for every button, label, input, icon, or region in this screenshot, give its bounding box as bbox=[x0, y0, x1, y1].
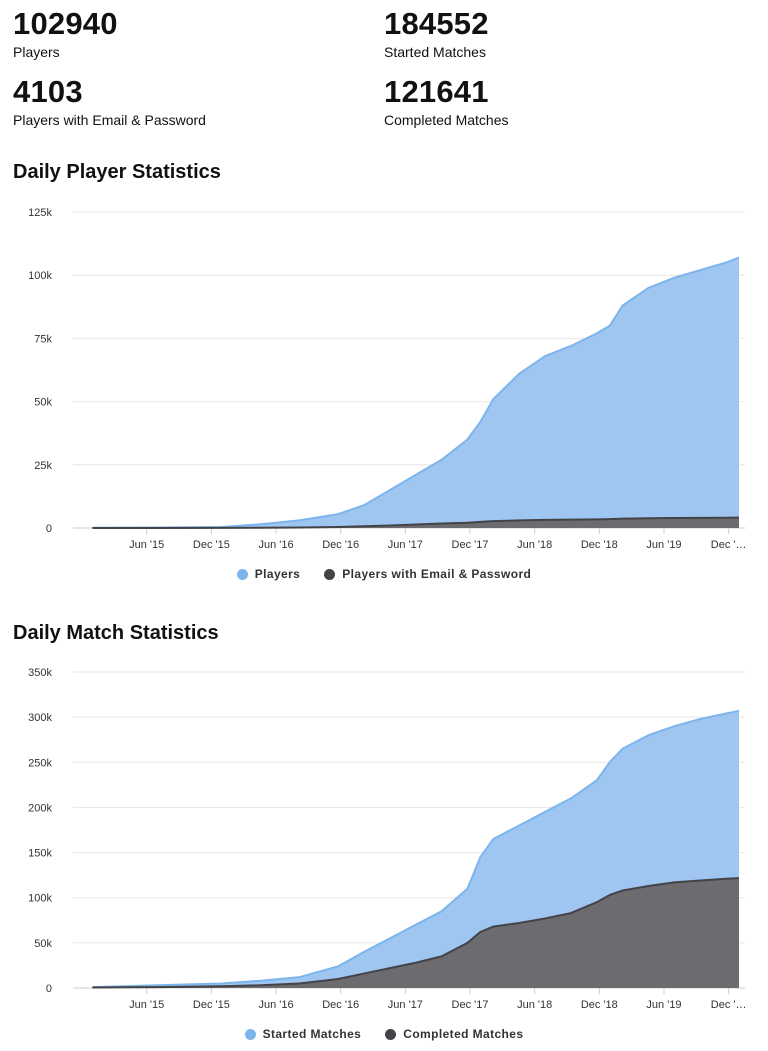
x-tick-label: Jun '19 bbox=[646, 999, 681, 1011]
y-tick-label: 100k bbox=[28, 893, 52, 905]
y-tick-label: 100k bbox=[28, 270, 52, 282]
y-tick-label: 25k bbox=[34, 460, 52, 472]
legend-item-started[interactable]: Started Matches bbox=[244, 1027, 362, 1041]
legend-dot-icon bbox=[385, 1028, 397, 1040]
legend-label: Completed Matches bbox=[403, 1027, 524, 1041]
x-tick-label: Jun '15 bbox=[129, 999, 164, 1011]
x-tick-label: Jun '15 bbox=[129, 539, 164, 551]
y-tick-label: 125k bbox=[28, 207, 52, 219]
x-tick-label: Jun '17 bbox=[388, 539, 423, 551]
matches-legend: Started Matches Completed Matches bbox=[0, 1027, 768, 1041]
stat-label: Players with Email & Password bbox=[13, 112, 206, 128]
y-tick-label: 50k bbox=[34, 397, 52, 409]
legend-label: Players with Email & Password bbox=[342, 567, 532, 581]
series-line-players-with-email-password bbox=[92, 516, 740, 529]
stat-value: 121641 bbox=[384, 74, 489, 109]
x-tick-label: Dec '… bbox=[711, 999, 747, 1011]
players-area-chart: 0 25k 50k 75k 100k 125k Jun '15 Dec '15 Jun '16 D… bbox=[28, 207, 747, 551]
x-tick-label: Jun '16 bbox=[258, 539, 293, 551]
legend-item-players-email[interactable]: Players with Email & Password bbox=[324, 567, 531, 581]
x-tick-label: Dec '18 bbox=[581, 539, 618, 551]
y-tick-label: 0 bbox=[46, 983, 52, 995]
chart-title-matches: Daily Match Statistics bbox=[13, 622, 219, 644]
y-tick-label: 250k bbox=[28, 757, 52, 769]
series-area-completed-matches bbox=[92, 878, 739, 988]
stat-value: 4103 bbox=[13, 74, 83, 109]
x-tick-label: Dec '15 bbox=[193, 999, 230, 1011]
series-area-players bbox=[92, 257, 739, 528]
series-line-started-matches bbox=[92, 709, 740, 989]
x-tick-label: Dec '16 bbox=[322, 539, 359, 551]
y-tick-label: 0 bbox=[46, 523, 52, 535]
series-line-completed-matches bbox=[92, 877, 740, 989]
x-tick-label: Jun '18 bbox=[517, 539, 552, 551]
stat-label: Players bbox=[13, 44, 60, 60]
y-tick-label: 50k bbox=[34, 938, 52, 950]
y-tick-label: 300k bbox=[28, 712, 52, 724]
x-tick-label: Dec '15 bbox=[193, 539, 230, 551]
y-tick-label: 200k bbox=[28, 802, 52, 814]
x-tick-label: Dec '16 bbox=[322, 999, 359, 1011]
x-tick-label: Dec '17 bbox=[452, 999, 489, 1011]
y-tick-label: 350k bbox=[28, 667, 52, 679]
legend-item-players[interactable]: Players bbox=[236, 567, 301, 581]
legend-item-completed[interactable]: Completed Matches bbox=[385, 1027, 523, 1041]
stat-value: 102940 bbox=[13, 6, 118, 41]
stat-label: Completed Matches bbox=[384, 112, 509, 128]
y-tick-label: 150k bbox=[28, 848, 52, 860]
x-tick-label: Dec '18 bbox=[581, 999, 618, 1011]
matches-area-chart: 0 50k 100k 150k 200k 250k 300k 350k Jun '15 Dec '… bbox=[28, 667, 747, 1011]
legend-dot-icon bbox=[236, 568, 248, 580]
stat-started-matches: 184552 Started Matches bbox=[384, 8, 489, 61]
series-line-players bbox=[92, 256, 740, 529]
stat-value: 184552 bbox=[384, 6, 489, 41]
legend-dot-icon bbox=[244, 1028, 256, 1040]
chart-title-players: Daily Player Statistics bbox=[13, 161, 221, 183]
x-tick-label: Jun '16 bbox=[258, 999, 293, 1011]
y-tick-label: 75k bbox=[34, 333, 52, 345]
legend-dot-icon bbox=[324, 568, 336, 580]
x-tick-label: Jun '19 bbox=[646, 539, 681, 551]
x-tick-label: Dec '… bbox=[711, 539, 747, 551]
x-tick-label: Jun '18 bbox=[517, 999, 552, 1011]
stat-completed-matches: 121641 Completed Matches bbox=[384, 76, 509, 129]
x-tick-label: Dec '17 bbox=[452, 539, 489, 551]
stat-players-email: 4103 Players with Email & Password bbox=[13, 76, 206, 129]
stat-label: Started Matches bbox=[384, 44, 486, 60]
legend-label: Started Matches bbox=[262, 1027, 362, 1041]
players-legend: Players Players with Email & Password bbox=[0, 567, 768, 581]
x-tick-label: Jun '17 bbox=[388, 999, 423, 1011]
stat-players: 102940 Players bbox=[13, 8, 118, 61]
legend-label: Players bbox=[254, 567, 301, 581]
